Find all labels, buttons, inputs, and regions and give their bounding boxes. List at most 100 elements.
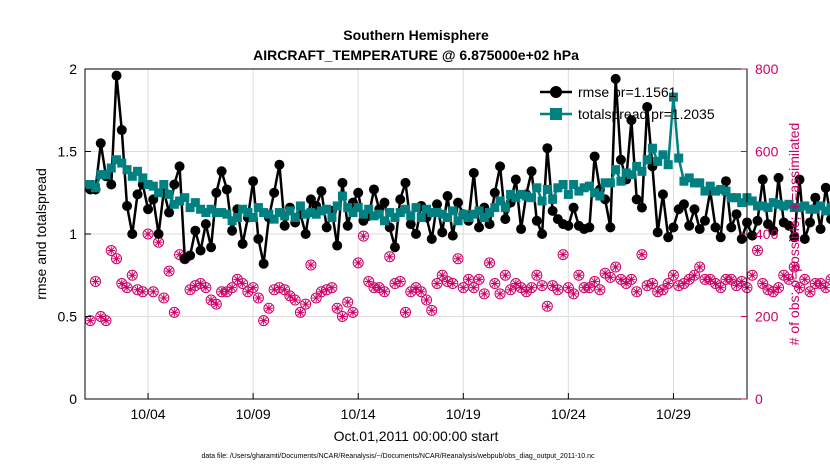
series-1-point (448, 206, 458, 216)
obs-assimilated-point (280, 285, 289, 294)
obs-assimilated-point (490, 279, 499, 288)
obs-assimilated-point (632, 287, 641, 296)
obs-possible-point (289, 294, 301, 306)
obs-possible-point (263, 302, 275, 314)
obs-assimilated-point (580, 283, 589, 292)
data-file-footnote: data file: /Users/gharamti/Documents/NCA… (201, 453, 595, 460)
obs-possible-point (594, 284, 606, 296)
y-tick-label: 1 (69, 226, 77, 242)
series-0-point (248, 176, 259, 187)
obs-assimilated-point (264, 304, 273, 313)
series-1-point (763, 203, 773, 213)
series-1-point (411, 203, 421, 213)
obs-possible-point (494, 288, 506, 300)
series-0-point (699, 215, 710, 226)
obs-possible-point (421, 294, 433, 306)
obs-assimilated-point (217, 287, 226, 296)
series-1-point (500, 203, 510, 213)
obs-possible-point (473, 273, 485, 285)
series-0-point (106, 179, 117, 190)
series-1-point (96, 170, 106, 180)
obs-assimilated-point (700, 275, 709, 284)
obs-assimilated-point (506, 285, 515, 294)
series-1-point (774, 199, 784, 209)
obs-possible-point (399, 306, 411, 318)
obs-possible-point (431, 278, 443, 289)
series-1-point (369, 211, 379, 221)
series-0-point (200, 219, 211, 230)
obs-assimilated-point (564, 283, 573, 292)
series-1-point (800, 201, 810, 211)
series-1-point (353, 203, 363, 213)
obs-possible-point (105, 245, 117, 256)
series-1-point (621, 168, 631, 178)
obs-assimilated-point (238, 279, 247, 288)
obs-assimilated-point (464, 275, 473, 284)
series-0-point (300, 229, 311, 239)
obs-assimilated-point (338, 312, 347, 321)
series-0-point (253, 233, 264, 244)
series-0-point (826, 214, 830, 225)
x-tick-label: 10/14 (341, 406, 376, 422)
series-1-point (816, 201, 826, 211)
obs-assimilated-point (690, 271, 699, 280)
series-1-point (584, 181, 594, 191)
series-1-point (716, 184, 726, 194)
obs-assimilated-point (128, 271, 137, 280)
series-1-point (789, 203, 799, 213)
obs-possible-point (804, 286, 816, 298)
series-0-point (531, 215, 542, 226)
obs-assimilated-point (538, 281, 547, 290)
obs-possible-point (541, 300, 553, 312)
series-0-point (474, 222, 485, 233)
series-0-point (185, 250, 196, 261)
series-0-point (715, 232, 726, 243)
series-1-point (784, 199, 794, 209)
obs-assimilated-point (748, 271, 757, 280)
obs-possible-point (499, 269, 511, 281)
obs-assimilated-point (785, 275, 794, 284)
obs-assimilated-point (475, 275, 484, 284)
obs-assimilated-point (102, 316, 111, 325)
obs-assimilated-point (790, 263, 799, 271)
x-tick-label: 10/24 (551, 406, 586, 422)
obs-assimilated-point (159, 293, 168, 302)
obs-assimilated-point (133, 285, 142, 294)
axes: 10/04 10/09 10/14 10/19 10/24 10/2900.511.520… (58, 61, 779, 422)
legend-marker-0 (550, 86, 562, 98)
series-1-point (705, 181, 715, 191)
series-0-point (379, 197, 390, 208)
obs-assimilated-point (354, 258, 363, 267)
obs-assimilated-point (606, 273, 615, 282)
series-1-point (91, 183, 101, 193)
obs-assimilated-point (228, 283, 237, 292)
obs-assimilated-point (548, 281, 557, 290)
obs-possible-point (589, 275, 601, 287)
series-1-point (527, 193, 537, 203)
series-0-point (815, 224, 826, 235)
obs-possible-point (210, 298, 222, 310)
obs-assimilated-point (412, 283, 420, 292)
obs-possible-point (378, 286, 390, 298)
series-1-point (506, 189, 516, 199)
obs-possible-point (452, 253, 464, 265)
series-1-point (337, 191, 347, 201)
series-1-point (569, 180, 579, 189)
obs-assimilated-point (590, 277, 599, 286)
series-0-point (447, 230, 458, 241)
y-right-tick-label: 0 (755, 391, 763, 407)
series-1-point (458, 209, 468, 219)
series-1-point (238, 204, 248, 214)
series-0-point (237, 238, 248, 249)
series-1-point (826, 203, 830, 213)
obs-possible-point (247, 282, 259, 294)
series-0-point (353, 187, 364, 198)
series-1-point (474, 206, 484, 216)
series-0-point (143, 204, 154, 215)
series-0-point (258, 258, 269, 269)
series-0-point (122, 200, 133, 211)
obs-assimilated-point (653, 287, 662, 296)
obs-possible-point (526, 282, 538, 294)
obs-assimilated-point (643, 281, 652, 290)
obs-assimilated-point (559, 250, 568, 259)
